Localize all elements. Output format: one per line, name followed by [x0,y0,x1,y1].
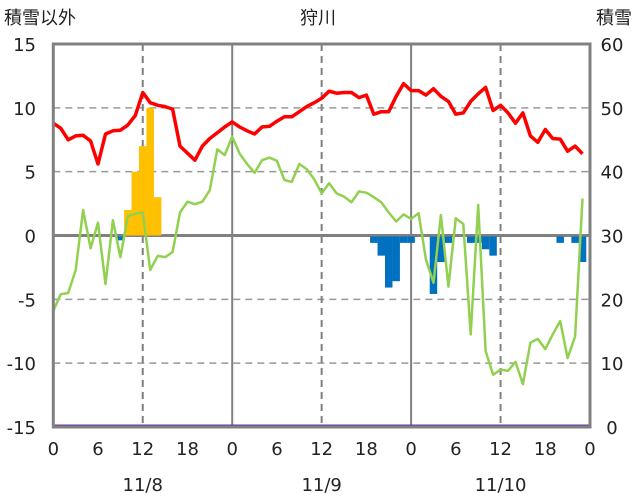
bar-blue [392,236,400,282]
bar-blue [556,236,564,243]
bar-blue [429,236,438,294]
bar-blue [116,236,125,241]
bar-orange [139,146,147,236]
right-tick-label: 20 [601,290,624,311]
left-axis-label: 積雪以外 [4,8,76,29]
chart-title: 狩川 [300,8,336,29]
x-tick-label: 0 [48,439,59,460]
x-tick-label: 6 [92,439,103,460]
bar-blue [370,236,378,243]
bar-blue [474,236,482,243]
bar-blue [407,236,415,243]
green-series-line [52,135,584,386]
bar-blue [571,236,579,243]
x-tick-label: 12 [489,439,512,460]
right-tick-label: 40 [601,163,624,184]
right-tick-label: 0 [606,418,617,439]
left-tick-label: 0 [25,227,36,248]
x-tick-label: 6 [271,439,282,460]
left-tick-label: -10 [7,354,36,375]
plot-frame [51,42,592,429]
bar-blue [444,236,453,243]
bar-blue [489,236,497,256]
bar-blue [578,236,587,263]
x-tick-label: 0 [405,439,416,460]
date-label: 11/9 [301,475,341,496]
x-tick-label: 18 [176,439,199,460]
right-tick-label: 10 [601,354,624,375]
right-tick-label: 60 [601,35,624,56]
plot-border [51,42,592,429]
x-tick-label: 0 [584,439,595,460]
bar-blue [385,236,393,288]
bar-orange [146,107,154,236]
bar-blue [467,236,475,243]
left-tick-label: 10 [13,99,36,120]
x-tick-label: 6 [450,439,461,460]
red-series-line [52,81,584,166]
left-tick-label: -5 [18,290,36,311]
x-tick-label: 12 [131,439,154,460]
bar-blue [437,236,445,263]
left-tick-label: 5 [25,163,36,184]
x-tick-label: 18 [534,439,557,460]
right-tick-label: 30 [601,227,624,248]
date-label: 11/8 [123,475,163,496]
bar-blue [377,236,386,256]
right-tick-label: 50 [601,99,624,120]
left-tick-label: 15 [13,35,36,56]
x-tick-label: 12 [310,439,333,460]
right-axis-label: 積雪 [596,8,632,29]
left-tick-label: -15 [7,418,36,439]
bar-orange [131,171,140,236]
date-label: 11/10 [475,475,527,496]
x-tick-label: 0 [226,439,237,460]
x-tick-label: 18 [355,439,378,460]
bar-orange [153,197,162,236]
bar-blue [481,236,490,250]
bars [116,107,587,294]
bar-blue [399,236,408,243]
